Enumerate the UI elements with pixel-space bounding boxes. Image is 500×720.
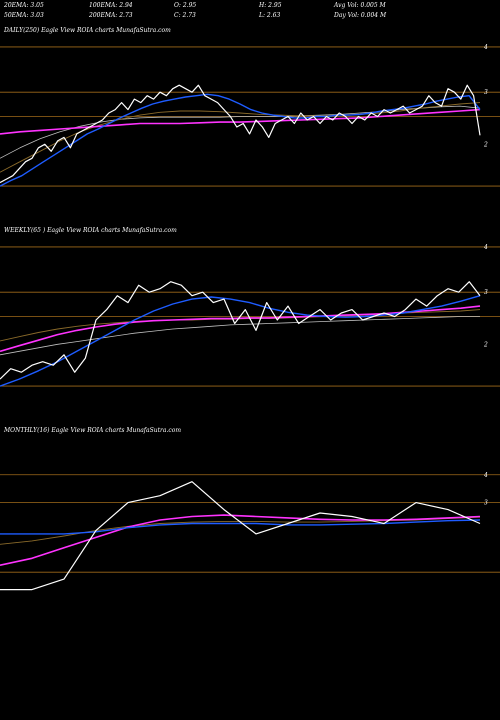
monthly-price-line — [0, 481, 481, 591]
header-stat: L: 2.63 — [259, 12, 281, 19]
daily-ema-pink-line — [0, 108, 481, 135]
header-stat: H: 2.95 — [259, 2, 282, 9]
header-stat: 200EMA: 2.73 — [89, 12, 133, 19]
daily-panel-label: DAILY(250) Eagle View ROIA charts Munafa… — [4, 27, 171, 34]
daily-y-tick-label: 4 — [483, 44, 488, 51]
monthly-panel-label: MONTHLY(16) Eagle View ROIA charts Munaf… — [4, 427, 182, 434]
header-stat: 50EMA: 3.03 — [4, 12, 44, 19]
weekly-ema-slow-line — [0, 309, 481, 342]
monthly-ema-pink-line — [0, 514, 481, 566]
daily-price-line — [0, 84, 481, 184]
header-stat: C: 2.73 — [174, 12, 196, 19]
monthly-ema-fast-line — [0, 519, 481, 535]
header-stat: 20EMA: 3.05 — [4, 2, 44, 9]
header-stat: Day Vol: 0.004 M — [334, 12, 387, 19]
daily-y-tick-label: 2 — [483, 141, 488, 148]
weekly-y-tick-label: 4 — [483, 244, 488, 251]
daily-y-tick-label: 3 — [484, 89, 488, 96]
monthly-y-tick-label: 4 — [483, 472, 488, 479]
weekly-panel-label: WEEKLY(65 ) Eagle View ROIA charts Munaf… — [4, 227, 177, 234]
header-stat: O: 2.95 — [174, 2, 197, 9]
header-stat: Avg Vol: 0.005 M — [334, 2, 386, 9]
weekly-price-line — [0, 281, 481, 380]
monthly-y-tick-label: 3 — [484, 500, 488, 507]
daily-ema-fast-line — [0, 93, 481, 187]
weekly-ema-extra-line — [0, 316, 480, 356]
daily-ema-slow-line — [0, 102, 481, 173]
daily-ema-extra-line — [0, 105, 481, 159]
header-stat: 100EMA: 2.94 — [89, 2, 133, 9]
weekly-ema-fast-line — [0, 295, 481, 387]
weekly-y-tick-label: 3 — [484, 289, 488, 296]
weekly-y-tick-label: 2 — [483, 341, 488, 348]
